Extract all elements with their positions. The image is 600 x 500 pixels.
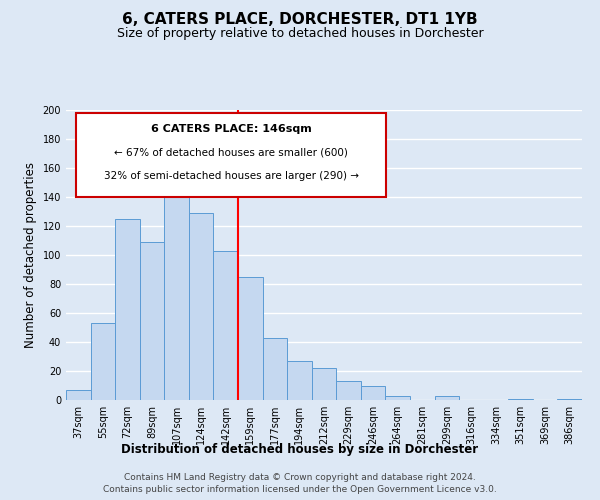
Bar	[214, 250, 238, 400]
Bar	[91, 323, 115, 400]
Text: 6, CATERS PLACE, DORCHESTER, DT1 1YB: 6, CATERS PLACE, DORCHESTER, DT1 1YB	[122, 12, 478, 28]
Bar	[312, 368, 336, 400]
Bar	[140, 242, 164, 400]
Text: 32% of semi-detached houses are larger (290) →: 32% of semi-detached houses are larger (…	[104, 171, 359, 181]
Bar	[287, 361, 312, 400]
Bar	[508, 398, 533, 400]
Y-axis label: Number of detached properties: Number of detached properties	[24, 162, 37, 348]
Bar	[115, 219, 140, 400]
Text: Size of property relative to detached houses in Dorchester: Size of property relative to detached ho…	[116, 28, 484, 40]
Text: Distribution of detached houses by size in Dorchester: Distribution of detached houses by size …	[121, 442, 479, 456]
Bar	[557, 398, 582, 400]
Text: 6 CATERS PLACE: 146sqm: 6 CATERS PLACE: 146sqm	[151, 124, 311, 134]
Bar	[66, 390, 91, 400]
Bar	[189, 213, 214, 400]
FancyBboxPatch shape	[76, 113, 386, 197]
Bar	[263, 338, 287, 400]
Text: ← 67% of detached houses are smaller (600): ← 67% of detached houses are smaller (60…	[114, 148, 348, 158]
Bar	[434, 396, 459, 400]
Bar	[336, 381, 361, 400]
Bar	[238, 277, 263, 400]
Text: Contains HM Land Registry data © Crown copyright and database right 2024.: Contains HM Land Registry data © Crown c…	[124, 472, 476, 482]
Text: Contains public sector information licensed under the Open Government Licence v3: Contains public sector information licen…	[103, 485, 497, 494]
Bar	[164, 158, 189, 400]
Bar	[385, 396, 410, 400]
Bar	[361, 386, 385, 400]
